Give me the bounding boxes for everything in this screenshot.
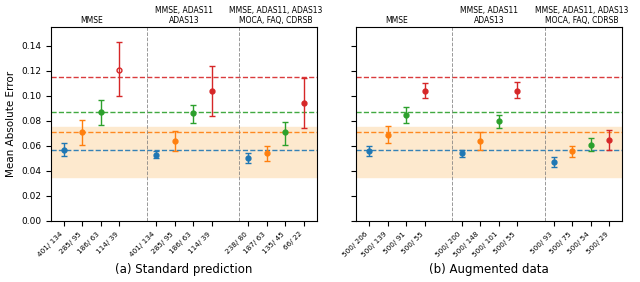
Y-axis label: Mean Absolute Error: Mean Absolute Error xyxy=(6,71,15,177)
X-axis label: (b) Augmented data: (b) Augmented data xyxy=(429,263,549,276)
Text: MMSE, ADAS11, ADAS13
MOCA, FAQ, CDRSB: MMSE, ADAS11, ADAS13 MOCA, FAQ, CDRSB xyxy=(230,6,323,25)
Text: MMSE, ADAS11
ADAS13: MMSE, ADAS11 ADAS13 xyxy=(460,6,518,25)
Text: MMSE: MMSE xyxy=(386,16,408,25)
Text: MMSE: MMSE xyxy=(80,16,103,25)
Text: MMSE, ADAS11, ADAS13
MOCA, FAQ, CDRSB: MMSE, ADAS11, ADAS13 MOCA, FAQ, CDRSB xyxy=(535,6,628,25)
Bar xyxy=(51,127,317,177)
Text: MMSE, ADAS11
ADAS13: MMSE, ADAS11 ADAS13 xyxy=(155,6,213,25)
X-axis label: (a) Standard prediction: (a) Standard prediction xyxy=(115,263,253,276)
Bar xyxy=(356,127,622,177)
